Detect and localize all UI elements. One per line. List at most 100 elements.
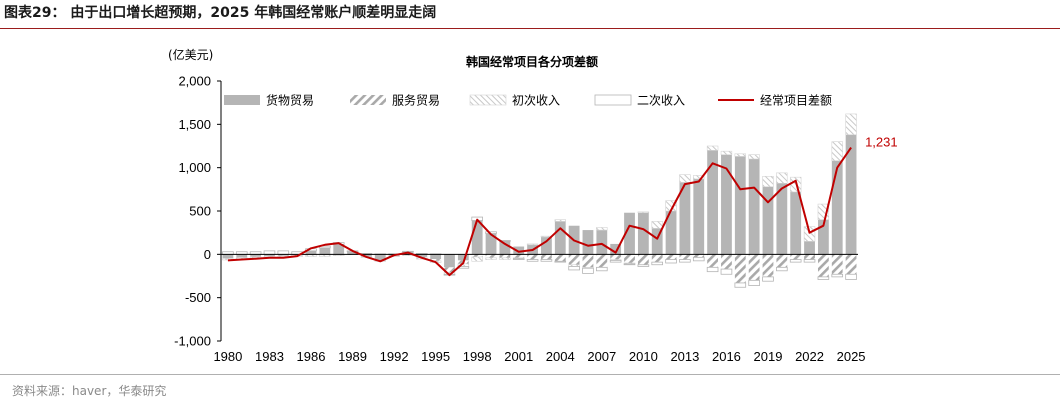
- bar-solid-2008: [610, 243, 622, 255]
- bar-solid-1990: [361, 254, 372, 257]
- y-tick-label: 500: [189, 204, 211, 219]
- x-tick-label: 1992: [380, 349, 409, 364]
- bar-solid-1988: [333, 244, 345, 255]
- bar-solid-1982: [250, 254, 262, 257]
- bar-hatch-2021: [790, 254, 802, 260]
- bar-solid-2025: [845, 134, 857, 255]
- legend-item: 经常项目差额: [718, 94, 832, 108]
- bar-solid-2016: [721, 154, 732, 255]
- bar-hatch-2024: [831, 254, 843, 275]
- legend-swatch: [350, 95, 386, 105]
- x-tick-label: 1983: [255, 349, 284, 364]
- bar-hatch-2019: [762, 254, 774, 277]
- bar-hatch-light-2002: [526, 243, 539, 246]
- bar-solid-2012: [665, 211, 677, 255]
- bar-solid-1984: [277, 254, 289, 256]
- bar-hatch-2020: [776, 254, 788, 268]
- bar-solid-2013: [679, 182, 691, 255]
- x-tick-label: 2019: [754, 349, 783, 364]
- bar-hatch-2023: [817, 254, 829, 277]
- bar-hatch-light-2025: [845, 113, 857, 136]
- bar-hatch-light-2017: [734, 153, 746, 157]
- bar-hatch-1999: [485, 254, 497, 258]
- bar-hatch-light-2011: [651, 221, 663, 229]
- bar-hatch-light-2007: [596, 227, 608, 231]
- bar-hatch-2008: [610, 254, 622, 260]
- bar-outline-1984: [277, 250, 290, 255]
- bar-hatch-2025: [845, 254, 857, 275]
- bar-solid-1996: [444, 254, 455, 268]
- bar-solid-1986: [305, 250, 317, 255]
- bar-solid-2014: [693, 178, 705, 255]
- x-tick-label: 1986: [297, 349, 326, 364]
- bar-solid-1994: [416, 254, 428, 257]
- y-axis-unit-label: (亿美元): [168, 47, 213, 62]
- legend-label: 服务贸易: [392, 93, 440, 108]
- bar-hatch-light-2010: [637, 211, 650, 214]
- bar-solid-2024: [831, 160, 843, 255]
- bar-hatch-light-2020: [776, 172, 788, 184]
- bar-hatch-light-2024: [831, 141, 843, 162]
- x-tick-label: 1995: [421, 349, 450, 364]
- bar-hatch-light-1998: [471, 256, 483, 262]
- x-tick-label: 2010: [629, 349, 658, 364]
- end-value-label: 1,231: [865, 135, 898, 150]
- bar-solid-1998: [471, 220, 483, 255]
- bar-solid-2009: [624, 212, 635, 255]
- bar-outline-2001: [512, 258, 525, 260]
- bar-outline-2016: [720, 268, 733, 275]
- bar-solid-2018: [748, 159, 760, 255]
- bar-hatch-2009: [624, 254, 635, 263]
- bar-solid-1995: [430, 254, 442, 260]
- legend-label: 经常项目差额: [760, 94, 832, 108]
- bar-hatch-2003: [541, 254, 552, 260]
- bar-solid-1997: [457, 254, 469, 261]
- legend-label: 二次收入: [637, 94, 685, 108]
- bar-outline-2025: [845, 273, 857, 280]
- x-tick-label: 1998: [463, 349, 492, 364]
- bar-hatch-2000: [499, 254, 511, 258]
- bar-outline-2015: [706, 266, 719, 273]
- bar-hatch-light-2016: [720, 150, 733, 155]
- legend-label: 初次收入: [512, 94, 560, 108]
- bar-solid-1991: [374, 254, 386, 261]
- bar-solid-1981: [236, 254, 248, 258]
- bar-hatch-light-2022: [803, 226, 816, 242]
- bar-outline-2010: [637, 264, 650, 267]
- bar-hatch-2017: [734, 254, 746, 283]
- bar-outline-2011: [651, 261, 664, 266]
- chart-title: 韩国经常项目各分项差额: [466, 54, 598, 69]
- bar-outline-2008: [609, 259, 622, 263]
- y-tick-label: 2,000: [178, 74, 211, 89]
- bar-solid-2010: [637, 212, 649, 255]
- bar-outline-2013: [679, 259, 691, 263]
- bar-outline-2006: [582, 267, 594, 274]
- figure-title: 图表29： 由于出口增长超预期，2025 年韩国经常账户顺差明显走阔: [4, 5, 437, 21]
- bar-hatch-1995: [430, 259, 442, 261]
- bar-hatch-2002: [527, 254, 538, 260]
- bar-outline-2007: [596, 266, 608, 272]
- bar-outline-2002: [526, 259, 539, 262]
- bar-hatch-1998: [471, 254, 483, 257]
- bar-hatch-1996: [444, 267, 455, 273]
- bar-outline-1983: [263, 250, 276, 255]
- legend-item: 二次收入: [594, 94, 685, 108]
- x-tick-label: 2022: [795, 349, 824, 364]
- bar-outline-2004: [554, 260, 567, 263]
- bar-hatch-2012: [665, 254, 677, 260]
- bar-solid-2011: [651, 228, 663, 255]
- bar-solid-2003: [541, 237, 552, 255]
- bar-solid-2017: [734, 156, 746, 255]
- bar-solid-2001: [513, 246, 525, 255]
- x-tick-label: 2025: [837, 349, 866, 364]
- bar-solid-2007: [596, 230, 608, 255]
- legend-item: 货物贸易: [224, 93, 314, 108]
- bar-hatch-2001: [513, 254, 525, 258]
- bar-hatch-light-2015: [706, 145, 719, 151]
- bar-solid-2021: [790, 191, 802, 255]
- bar-hatch-2022: [804, 254, 815, 260]
- bar-hatch-2007: [596, 254, 608, 268]
- bar-hatch-light-2004: [554, 219, 566, 222]
- bar-solid-1999: [485, 233, 497, 255]
- x-tick-label: 2004: [546, 349, 575, 364]
